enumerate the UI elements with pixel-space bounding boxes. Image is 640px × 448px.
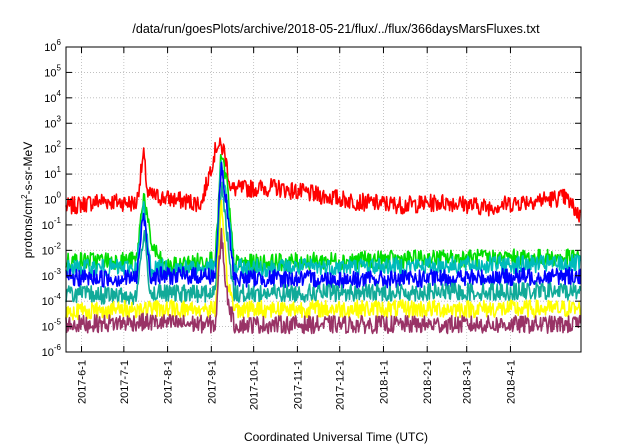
y-tick-label: 10-4	[42, 292, 62, 308]
x-tick-labels: 2017-6-1 2017-7-1 2017-8-1 2017-9-1 2017-10-…	[77, 360, 518, 410]
y-tick-label: 101	[44, 165, 61, 181]
x-tick-label: 2017-11-1	[292, 360, 304, 409]
x-tick-label: 2017-9-1	[206, 360, 218, 404]
y-tick-label: 10-3	[42, 267, 62, 283]
x-tick-label: 2017-6-1	[77, 360, 89, 404]
y-axis-label-part: -s-sr-MeV	[21, 142, 35, 195]
x-tick-label: 2017-10-1	[249, 360, 261, 410]
x-tick-label: 2018-2-1	[422, 360, 434, 404]
series-line-4	[65, 181, 582, 306]
y-axis-label-part: 2	[20, 194, 29, 199]
x-tick-label: 2018-3-1	[462, 360, 474, 404]
y-tick-label: 106	[44, 38, 61, 54]
x-axis-label: Coordinated Universal Time (UTC)	[244, 430, 428, 444]
y-tick-label: 100	[44, 191, 61, 207]
chart-title: /data/run/goesPlots/archive/2018-05-21/f…	[132, 22, 540, 36]
series-line-2	[65, 160, 582, 278]
series-layer	[65, 137, 582, 335]
y-tick-label: 103	[44, 114, 61, 130]
series-line-6	[65, 227, 582, 335]
series-line-0	[65, 137, 582, 223]
series-line-5	[65, 199, 582, 321]
x-tick-label: 2017-7-1	[119, 360, 131, 404]
x-tick-label: 2018-4-1	[505, 360, 517, 404]
y-axis-label: protons/cm2-s-sr-MeV	[20, 142, 35, 258]
y-tick-label: 10-6	[42, 343, 62, 359]
y-tick-label: 104	[44, 89, 61, 105]
series-line-3	[65, 161, 582, 289]
x-tick-label: 2017-8-1	[163, 360, 175, 404]
y-axis-label-part: protons/cm	[21, 199, 35, 258]
y-tick-label: 10-2	[42, 241, 62, 257]
x-tick-label: 2018-1-1	[378, 360, 390, 404]
y-tick-label: 10-5	[42, 318, 62, 334]
y-tick-label: 102	[44, 140, 61, 156]
y-tick-label: 105	[44, 63, 61, 79]
x-tick-label: 2017-12-1	[335, 360, 347, 410]
y-tick-label: 10-1	[42, 216, 62, 232]
y-tick-labels: 10-6 10-5 10-4 10-3 10-2 10-1 100 101 102 103 104 1…	[42, 38, 62, 359]
ticks	[66, 46, 581, 353]
